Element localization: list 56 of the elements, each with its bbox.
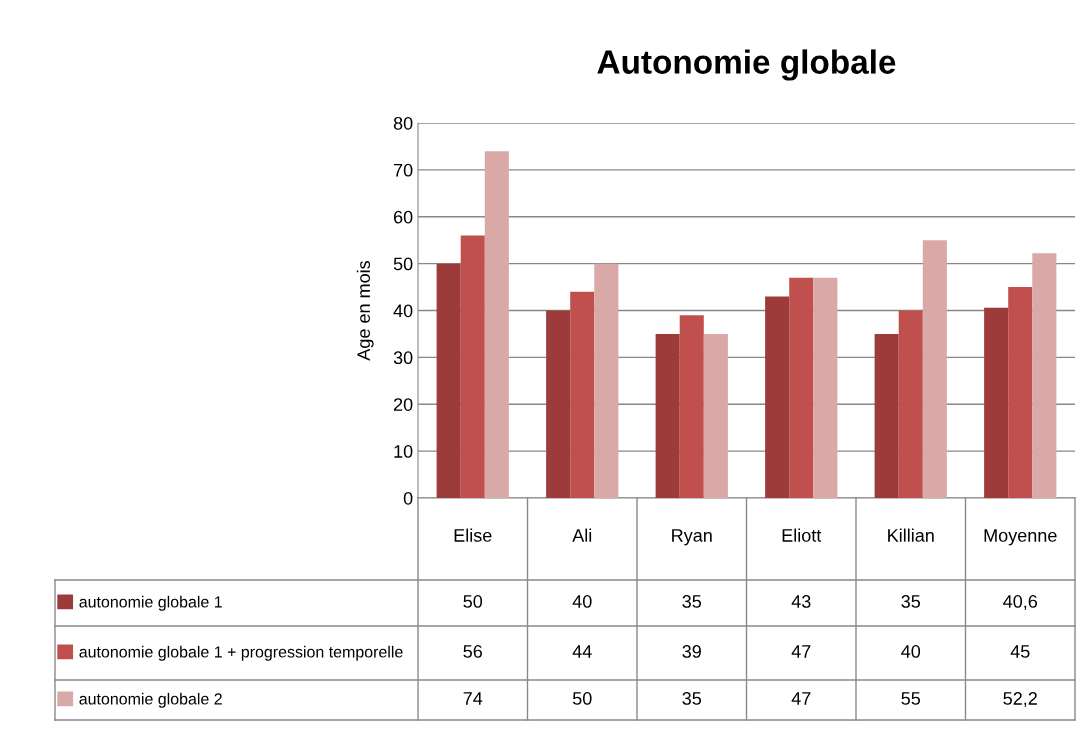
data-label: 56 — [463, 645, 482, 658]
bar — [655, 333, 680, 498]
y-tick-label: 20 — [393, 398, 413, 411]
y-tick-label: 50 — [393, 257, 413, 271]
y-tick-label: 30 — [393, 351, 413, 365]
x-tick-label: Elise — [454, 528, 492, 542]
legend-label: autonomie globale 2 — [79, 692, 222, 708]
x-tick-label: Ryan — [672, 529, 712, 546]
data-label: 35 — [682, 595, 702, 608]
bar — [703, 333, 728, 498]
y-tick-label: 80 — [393, 116, 413, 130]
x-tick-label: Ali — [572, 528, 592, 542]
data-label: 40,6 — [1003, 595, 1038, 610]
data-label: 55 — [901, 692, 921, 705]
bar — [1008, 287, 1033, 498]
data-label: 47 — [791, 692, 811, 705]
data-label: 52,2 — [1003, 692, 1037, 707]
y-tick-label: 0 — [403, 491, 413, 505]
bar — [922, 240, 947, 498]
bar — [460, 235, 485, 498]
data-label: 50 — [463, 595, 483, 608]
y-tick-label: 70 — [393, 163, 413, 177]
data-label: 39 — [682, 645, 701, 658]
y-tick-label: 60 — [393, 210, 413, 224]
data-label: 43 — [791, 595, 811, 608]
legend-label: autonomie globale 1 — [79, 595, 222, 611]
bar — [765, 296, 790, 498]
data-label: 45 — [1010, 645, 1030, 658]
bar — [813, 277, 838, 498]
y-tick-label: 40 — [393, 304, 413, 318]
bar — [898, 310, 923, 498]
bar — [679, 315, 704, 498]
bar — [570, 291, 595, 498]
y-axis-title: Age en mois — [356, 260, 374, 361]
data-label: 44 — [572, 645, 592, 658]
bar — [436, 263, 461, 498]
bar — [546, 310, 571, 498]
data-label: 40 — [901, 645, 921, 658]
x-tick-label: Moyenne — [984, 529, 1057, 546]
bar — [984, 307, 1009, 498]
bar — [789, 277, 814, 498]
data-label: 35 — [682, 692, 702, 705]
x-tick-label: Eliott — [782, 528, 822, 542]
bar — [874, 333, 899, 498]
x-tick-label: Killian — [888, 528, 934, 542]
data-label: 35 — [901, 595, 921, 608]
chart-title: Autonomie globale — [597, 49, 896, 81]
data-label: 74 — [463, 692, 483, 705]
data-label: 50 — [572, 692, 592, 705]
legend-label: autonomie globale 1 + progression temporelle — [79, 645, 403, 661]
bar — [1032, 253, 1057, 498]
bar — [594, 263, 619, 498]
y-tick-label: 10 — [394, 445, 413, 458]
data-label: 47 — [791, 645, 811, 658]
data-label: 40 — [572, 595, 592, 608]
bar — [484, 151, 509, 498]
